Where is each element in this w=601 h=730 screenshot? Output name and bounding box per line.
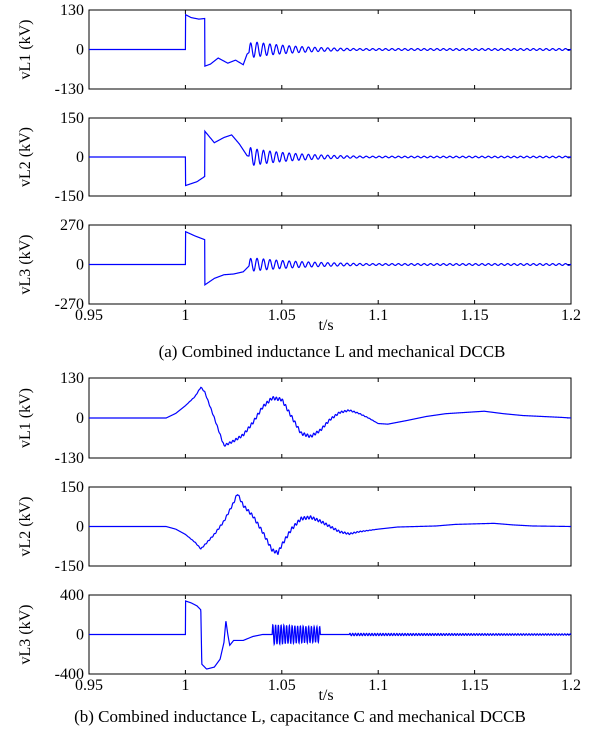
y-axis-label: vL3 (kV) xyxy=(17,605,34,665)
x-tick-label: 1.05 xyxy=(268,677,296,694)
panel-b2: 150 0 -150 vL2 (kV) xyxy=(17,479,572,575)
y-tick-label: 0 xyxy=(76,42,84,59)
y-axis-label: vL1 (kV) xyxy=(17,20,34,80)
x-tick-label: 1.2 xyxy=(561,677,581,694)
panel-b3: 0.95 1 1.05 1.1 1.15 1.2 400 0 -400 vL3 (kV) t/s xyxy=(17,587,581,704)
y-tick-label: 0 xyxy=(76,149,84,166)
x-axis-label: t/s xyxy=(318,687,333,704)
x-tick-label: 0.95 xyxy=(75,677,103,694)
y-tick-label: 0 xyxy=(76,410,84,427)
y-tick-label: 0 xyxy=(76,627,84,644)
y-axis-label: vL2 (kV) xyxy=(17,127,34,187)
x-tick-label: 1.1 xyxy=(368,677,388,694)
y-tick-label: 0 xyxy=(76,257,84,274)
x-tick-label: 1.05 xyxy=(268,307,296,324)
series-line-b3 xyxy=(89,600,572,670)
panel-a3: 0.95 1 1.05 1.1 1.15 1.2 270 0 -270 vL3 (kV) t/s xyxy=(17,217,581,334)
series-line-a1 xyxy=(89,13,572,68)
y-tick-label: 400 xyxy=(60,587,84,604)
x-tick-label: 1 xyxy=(181,677,189,694)
y-tick-label: 150 xyxy=(60,110,84,127)
y-tick-label: -150 xyxy=(55,188,84,205)
x-axis-label: t/s xyxy=(318,317,333,334)
y-tick-label: -150 xyxy=(55,558,84,575)
series-line-a2 xyxy=(89,129,572,187)
y-axis-label: vL2 (kV) xyxy=(17,497,34,557)
x-tick-label: 1.15 xyxy=(461,677,489,694)
y-tick-label: -270 xyxy=(55,296,84,313)
y-tick-label: 150 xyxy=(60,479,84,496)
y-axis-label: vL3 (kV) xyxy=(17,235,34,295)
y-tick-label: 0 xyxy=(76,519,84,536)
panel-a1: 130 0 -130 vL1 (kV) xyxy=(17,2,572,98)
x-tick-label: 0.95 xyxy=(75,307,103,324)
x-tick-label: 1.2 xyxy=(561,307,581,324)
y-tick-label: -130 xyxy=(55,81,84,98)
x-tick-label: 1 xyxy=(181,307,189,324)
series-line-a3 xyxy=(89,230,572,286)
y-axis-label: vL1 (kV) xyxy=(17,388,34,448)
caption-b: (b) Combined inductance L, capacitance C… xyxy=(74,707,526,726)
panel-b1: 130 0 -130 vL1 (kV) xyxy=(17,370,572,467)
y-tick-label: 130 xyxy=(60,2,84,19)
x-tick-label: 1.15 xyxy=(461,307,489,324)
y-tick-label: 270 xyxy=(60,217,84,234)
x-tick-label: 1.1 xyxy=(368,307,388,324)
series-line-b2 xyxy=(89,493,571,555)
panel-a2: 150 0 -150 vL2 (kV) xyxy=(17,110,572,205)
series-line-b1 xyxy=(89,386,572,447)
y-tick-label: -130 xyxy=(55,450,84,467)
y-tick-label: 130 xyxy=(60,370,84,387)
caption-a: (a) Combined inductance L and mechanical… xyxy=(159,342,506,361)
y-tick-label: -400 xyxy=(55,666,84,683)
